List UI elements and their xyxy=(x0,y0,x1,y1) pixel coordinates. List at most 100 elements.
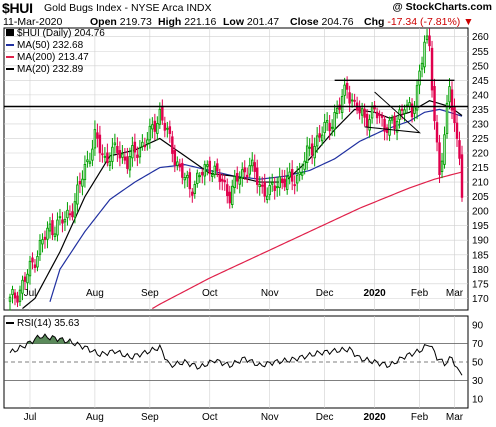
candle-body-9 xyxy=(31,257,34,263)
candle-body-111 xyxy=(285,176,289,190)
price-x-tick-2: Sep xyxy=(141,288,159,299)
candle-body-21 xyxy=(61,219,64,224)
candle-body-87 xyxy=(226,184,229,197)
candle-body-121 xyxy=(310,143,314,156)
candle-body-26 xyxy=(73,201,77,218)
candle-body-175 xyxy=(445,102,449,134)
candle-body-158 xyxy=(403,109,406,114)
candle-body-91 xyxy=(236,172,239,182)
candle-body-54 xyxy=(143,145,147,148)
candle-body-23 xyxy=(66,209,69,219)
legend-ma20-label: MA(20) 232.89 xyxy=(17,64,84,75)
candle-body-119 xyxy=(305,145,309,164)
price-y-tick-170: 170 xyxy=(472,294,489,305)
candle-body-8 xyxy=(28,260,32,277)
candle-body-19 xyxy=(56,219,59,236)
close-quote: Close 204.76 xyxy=(290,16,354,28)
rsi-line xyxy=(9,333,463,376)
candle-body-181 xyxy=(460,154,464,198)
candle-body-33 xyxy=(91,148,94,161)
legend-ma50-label: MA(50) 232.68 xyxy=(17,40,84,51)
candle-body-76 xyxy=(198,175,202,178)
candle-body-13 xyxy=(41,239,44,245)
candle-body-45 xyxy=(121,153,124,158)
candle-body-22 xyxy=(63,218,67,223)
price-x-tick-8: Mar xyxy=(446,288,464,299)
rsi-x-tick-4: Nov xyxy=(261,412,279,423)
low-quote: Low 201.47 xyxy=(223,16,279,28)
candle-body-12 xyxy=(38,239,42,255)
candle-body-15 xyxy=(46,227,49,240)
candle-body-109 xyxy=(280,178,284,184)
symbol-title: $HUI xyxy=(2,0,33,16)
candle-body-115 xyxy=(295,174,299,184)
price-y-tick-175: 175 xyxy=(472,279,489,290)
candle-body-153 xyxy=(390,118,394,121)
candle-body-65 xyxy=(171,136,174,154)
price-y-tick-245: 245 xyxy=(472,76,489,87)
candle-body-49 xyxy=(131,145,134,159)
rsi-x-tick-8: Mar xyxy=(446,412,464,423)
candle-body-137 xyxy=(350,99,354,102)
rsi-x-tick-7: Feb xyxy=(411,412,429,423)
candle-body-142 xyxy=(363,108,366,118)
candle-body-81 xyxy=(211,174,214,177)
change-value: -17.34 (-7.81%) xyxy=(387,16,461,28)
candle-body-124 xyxy=(318,133,321,138)
price-y-tick-205: 205 xyxy=(472,192,489,203)
candle-body-28 xyxy=(78,181,82,185)
legend-main-label: $HUI (Daily) 204.76 xyxy=(17,28,105,39)
rsi-x-tick-0: Jul xyxy=(24,412,37,423)
candle-body-5 xyxy=(21,279,24,294)
candle-body-61 xyxy=(161,105,164,121)
candle-body-171 xyxy=(435,122,439,143)
candle-body-0 xyxy=(8,296,12,302)
candle-body-148 xyxy=(378,114,381,117)
candle-body-147 xyxy=(375,111,379,119)
legend-ma20-swatch xyxy=(6,68,14,71)
candle-body-172 xyxy=(438,142,441,176)
candle-body-31 xyxy=(86,159,89,163)
exchange-title: Gold Bugs Index - NYSE Arca INDX xyxy=(44,2,212,14)
candle-body-105 xyxy=(270,182,274,185)
credit-label: @ StockCharts.com xyxy=(392,1,492,13)
open-quote: Open 219.73 xyxy=(90,16,152,28)
candle-body-24 xyxy=(68,213,72,216)
candle-body-75 xyxy=(196,172,199,184)
price-y-tick-200: 200 xyxy=(472,207,489,218)
candle-body-157 xyxy=(400,108,404,111)
price-y-tick-190: 190 xyxy=(472,236,489,247)
candle-body-83 xyxy=(216,163,219,172)
price-x-tick-5: Dec xyxy=(316,288,334,299)
candle-body-179 xyxy=(455,122,459,139)
candle-body-56 xyxy=(148,125,152,141)
candle-body-48 xyxy=(128,156,132,171)
candle-body-95 xyxy=(246,174,249,178)
candle-body-131 xyxy=(335,107,339,114)
rsi-x-tick-2: Sep xyxy=(141,412,159,423)
pennant-pattern xyxy=(364,91,422,134)
candle-body-176 xyxy=(448,86,451,103)
candle-body-40 xyxy=(108,161,112,166)
candle-body-140 xyxy=(358,106,361,114)
candle-body-10 xyxy=(33,264,37,268)
candle-body-164 xyxy=(418,70,421,86)
price-y-tick-180: 180 xyxy=(472,265,489,276)
candle-body-123 xyxy=(315,135,319,147)
candle-body-67 xyxy=(176,161,179,166)
quote-date: 11-Mar-2020 xyxy=(3,16,63,28)
candle-body-14 xyxy=(43,236,47,240)
candle-body-39 xyxy=(106,152,109,164)
candle-body-154 xyxy=(393,115,396,130)
price-y-tick-220: 220 xyxy=(472,149,489,160)
candle-body-149 xyxy=(380,115,384,118)
change-quote: Chg -17.34 (-7.81%) ▼ xyxy=(364,16,474,28)
candle-body-112 xyxy=(288,171,291,178)
candle-body-78 xyxy=(203,164,207,177)
rsi-y-tick-90: 90 xyxy=(472,321,484,332)
candle-body-79 xyxy=(206,164,209,167)
candle-body-66 xyxy=(173,150,177,166)
candle-body-135 xyxy=(345,82,349,90)
candle-body-90 xyxy=(233,176,236,188)
candle-body-20 xyxy=(58,216,62,219)
